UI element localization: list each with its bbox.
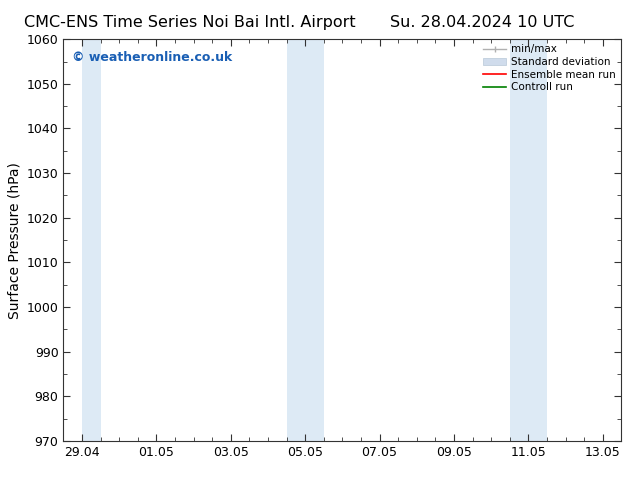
- Text: Su. 28.04.2024 10 UTC: Su. 28.04.2024 10 UTC: [390, 15, 574, 30]
- Bar: [287, 39, 324, 441]
- Y-axis label: Surface Pressure (hPa): Surface Pressure (hPa): [7, 162, 21, 318]
- Text: CMC-ENS Time Series Noi Bai Intl. Airport: CMC-ENS Time Series Noi Bai Intl. Airpor…: [24, 15, 356, 30]
- Bar: [510, 39, 547, 441]
- Bar: [82, 39, 101, 441]
- Text: © weatheronline.co.uk: © weatheronline.co.uk: [72, 51, 232, 64]
- Legend: min/max, Standard deviation, Ensemble mean run, Controll run: min/max, Standard deviation, Ensemble me…: [481, 42, 618, 94]
